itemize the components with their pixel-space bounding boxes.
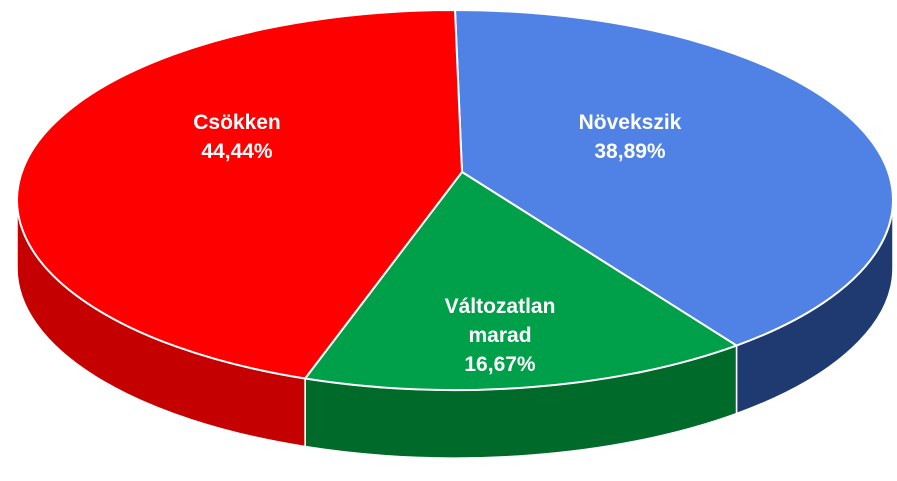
slice-label: Csökken 44,44% bbox=[147, 108, 327, 166]
category-label: Változatlan marad bbox=[444, 295, 556, 347]
slice bbox=[303, 170, 739, 391]
slice-label: Növekszik 38,89% bbox=[540, 108, 720, 166]
value-label: 44,44% bbox=[201, 140, 273, 163]
category-label: Csökken bbox=[193, 111, 281, 134]
slice bbox=[453, 8, 894, 347]
slice-label: Változatlan marad 16,67% bbox=[425, 292, 575, 379]
slice bbox=[16, 8, 464, 380]
category-label: Növekszik bbox=[578, 111, 682, 134]
value-label: 38,89% bbox=[594, 140, 666, 163]
value-label: 16,67% bbox=[464, 353, 536, 376]
